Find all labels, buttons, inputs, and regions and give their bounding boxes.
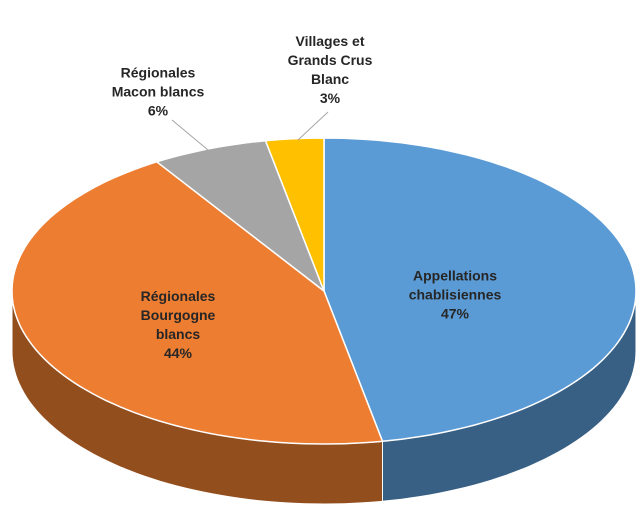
category-name: Régionales Bourgogne blancs <box>140 288 216 342</box>
leader-line <box>297 111 329 141</box>
category-name: Appellations chablisiennes <box>408 267 502 303</box>
value-label: 47% <box>440 305 470 322</box>
slice <box>323 137 637 443</box>
category-name: Régionales Macon blancs <box>111 64 205 100</box>
category-name: Villages et Grands Crus Blanc <box>287 33 373 87</box>
value-label: 6% <box>147 102 169 119</box>
slice-label: Régionales Bourgogne blancs 44% <box>128 287 228 363</box>
slice-label: Villages et Grands Crus Blanc 3% <box>283 32 378 108</box>
slice-label: Régionales Macon blancs 6% <box>98 64 218 121</box>
slice-label: Appellations chablisiennes 47% <box>395 267 515 324</box>
value-label: 3% <box>319 90 341 106</box>
slice <box>155 139 326 294</box>
slice <box>264 137 325 292</box>
slice <box>11 160 384 445</box>
leader-line <box>171 119 209 151</box>
value-label: 44% <box>163 345 193 361</box>
